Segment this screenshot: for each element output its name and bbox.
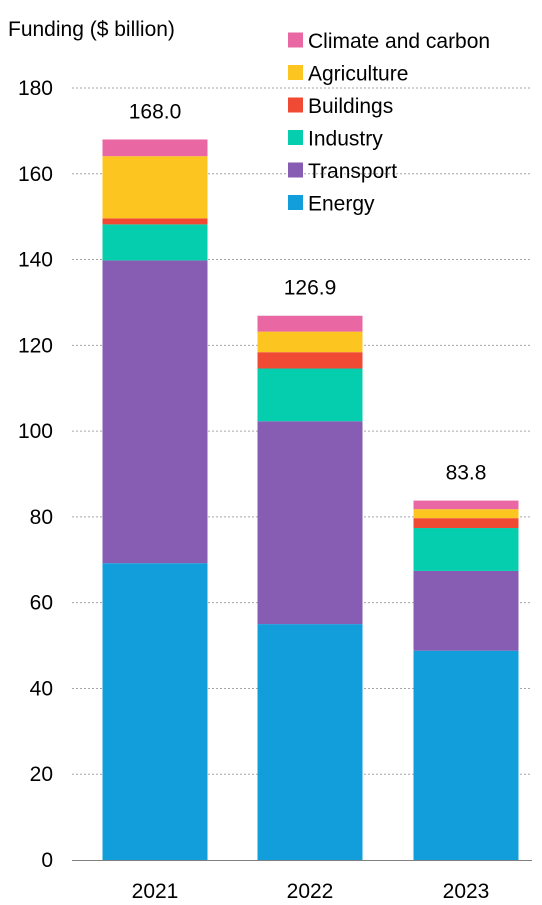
legend-swatch — [288, 97, 303, 113]
bar-segment-transport — [413, 570, 519, 651]
y-tick-label: 140 — [18, 249, 53, 272]
y-axis-title: Funding ($ billion) — [8, 18, 175, 41]
bar-segment-climate-and-carbon — [102, 139, 208, 157]
bars: 168.0 126.9 83.8 — [102, 100, 519, 860]
legend-label: Transport — [308, 160, 397, 183]
legend-swatch — [288, 65, 303, 80]
axes: 0 20 40 60 80 100 120 140 160 180 2021 2022 2023 — [18, 77, 532, 903]
total-label: 83.8 — [446, 462, 487, 485]
x-tick-label: 2021 — [132, 880, 179, 903]
bar-segment-agriculture — [257, 331, 363, 353]
y-tick-label: 0 — [41, 849, 53, 872]
bar-segment-energy — [257, 624, 363, 860]
bar-segment-transport — [102, 260, 208, 564]
legend: Climate and carbon Agriculture Buildings In… — [288, 30, 490, 216]
legend-label: Buildings — [308, 95, 393, 118]
bar-segment-agriculture — [102, 156, 208, 219]
legend-label: Industry — [308, 128, 383, 151]
y-tick-label: 120 — [18, 334, 53, 357]
bar-segment-transport — [257, 421, 363, 625]
legend-label: Agriculture — [308, 63, 408, 86]
bar-segment-buildings — [413, 518, 519, 529]
bar-segment-industry — [413, 528, 519, 571]
bar-segment-agriculture — [413, 509, 519, 519]
bar-segment-buildings — [102, 218, 208, 225]
bar-segment-buildings — [257, 352, 363, 369]
bar-segment-climate-and-carbon — [413, 500, 519, 510]
legend-swatch — [288, 195, 303, 210]
bar-segment-industry — [257, 368, 363, 422]
y-tick-label: 180 — [18, 77, 53, 100]
x-tick-label: 2022 — [287, 880, 334, 903]
y-tick-label: 80 — [30, 506, 53, 529]
legend-swatch — [288, 32, 303, 48]
bar-segment-energy — [413, 650, 519, 860]
y-tick-label: 40 — [30, 677, 53, 700]
legend-label: Energy — [308, 193, 375, 216]
bar-segment-industry — [102, 224, 208, 261]
legend-swatch — [288, 162, 303, 178]
legend-swatch — [288, 130, 303, 145]
bar-segment-climate-and-carbon — [257, 315, 363, 332]
y-tick-label: 160 — [18, 163, 53, 186]
bar-segment-energy — [102, 563, 208, 860]
y-tick-label: 20 — [30, 763, 53, 786]
x-tick-label: 2023 — [443, 880, 490, 903]
y-tick-label: 100 — [18, 420, 53, 443]
y-tick-label: 60 — [30, 592, 53, 615]
total-label: 126.9 — [284, 277, 337, 300]
legend-label: Climate and carbon — [308, 30, 490, 53]
total-label: 168.0 — [129, 100, 182, 123]
